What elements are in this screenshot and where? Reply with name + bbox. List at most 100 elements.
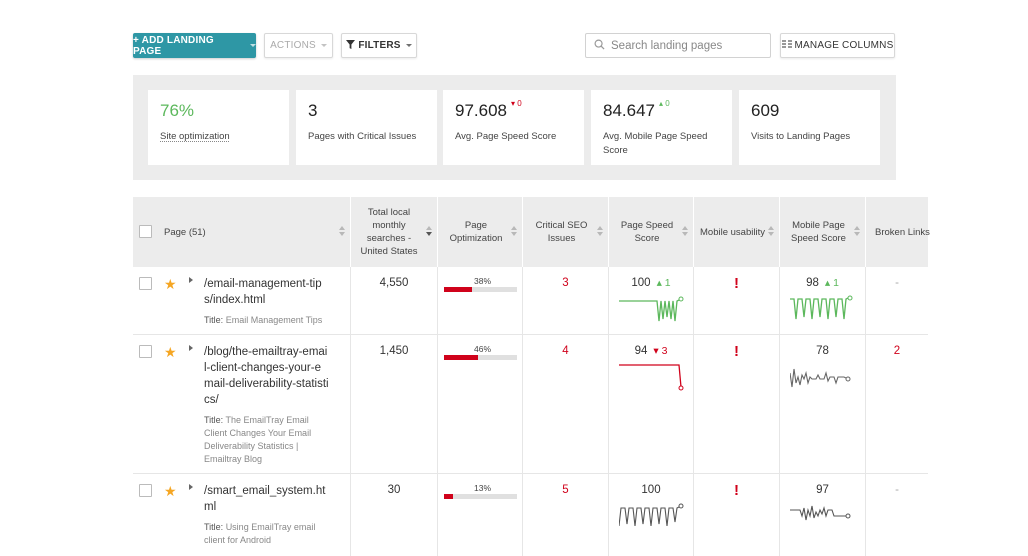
stat-label: Avg. Page Speed Score [455, 131, 557, 142]
row-checkbox[interactable] [139, 484, 152, 497]
mobile-cell: ! [694, 335, 780, 473]
page-url[interactable]: /blog/the-emailtray-email-client-changes… [204, 346, 329, 464]
optimization-progress: 46% [444, 344, 517, 360]
search-icon [594, 37, 605, 55]
column-header-optimization[interactable]: Page Optimization [438, 197, 523, 267]
select-all-checkbox[interactable] [139, 225, 152, 238]
page-url[interactable]: /email-management-tips/index.html Title:… [204, 276, 329, 327]
mobile-usability-alert-icon[interactable]: ! [734, 275, 739, 292]
column-header-mobile-speed[interactable]: Mobile Page Speed Score [780, 197, 866, 267]
column-header-speed[interactable]: Page Speed Score [609, 197, 694, 267]
page-cell: ★ /email-management-tips/index.html Titl… [133, 267, 351, 334]
column-header-searches[interactable]: Total local monthly searches - United St… [351, 197, 438, 267]
stat-value: 84.647 ▴ 0 [603, 99, 670, 120]
sort-icon [854, 226, 861, 238]
column-header-page[interactable]: Page (51) [133, 197, 351, 267]
column-header-broken[interactable]: Broken Links [875, 226, 930, 238]
mobile-usability-alert-icon[interactable]: ! [734, 482, 739, 499]
manage-columns-label: MANAGE COLUMNS [794, 40, 894, 51]
progress-fill [444, 287, 472, 292]
sort-icon [339, 226, 346, 238]
add-landing-page-label: + ADD LANDING PAGE [133, 34, 214, 57]
mobile-speed-sparkline [790, 368, 851, 388]
filters-button[interactable]: FILTERS [341, 33, 417, 58]
searches-cell: 1,450 [351, 335, 438, 473]
progress-fill [444, 355, 478, 360]
table-row[interactable]: ★ /email-management-tips/index.html Titl… [133, 267, 928, 335]
actions-button[interactable]: ACTIONS [264, 33, 333, 58]
stat-label: Pages with Critical Issues [308, 131, 417, 142]
stat-card-visits: 609 Visits to Landing Pages [739, 90, 880, 165]
star-icon[interactable]: ★ [164, 276, 177, 292]
chevron-down-icon [405, 44, 412, 47]
row-checkbox[interactable] [139, 277, 152, 290]
mobile-speed-cell: 78 [780, 335, 866, 473]
mobile-speed-cell: 98 ▴ 1 [780, 267, 866, 334]
search-box[interactable] [585, 33, 771, 58]
page-url[interactable]: /smart_email_system.html Title: Using Em… [204, 483, 329, 547]
stat-card-mobile-speed: 84.647 ▴ 0 Avg. Mobile Page Speed Score [591, 90, 732, 165]
speed-cell: 100 ▴ 1 [609, 267, 694, 334]
mobile-speed-sparkline [790, 505, 851, 521]
row-checkbox[interactable] [139, 345, 152, 358]
manage-columns-button[interactable]: MANAGE COLUMNS [780, 33, 895, 58]
mobile-cell: ! [694, 267, 780, 334]
sort-icon [682, 226, 689, 238]
mobile-speed-sparkline [790, 295, 853, 320]
mobile-usability-alert-icon[interactable]: ! [734, 343, 739, 360]
stat-card-site-optimization: 76% Site optimization [148, 90, 289, 165]
progress-fill [444, 494, 454, 499]
stat-value: 3 [308, 101, 318, 120]
sort-icon [597, 226, 604, 238]
speed-sparkline [619, 503, 684, 527]
speed-sparkline [619, 296, 684, 322]
actions-label: ACTIONS [270, 40, 316, 51]
page-title: Title: The EmailTray Email Client Change… [204, 415, 312, 464]
page-title: Title: Using EmailTray email client for … [204, 522, 316, 545]
stats-panel: 76% Site optimization 3 Pages with Criti… [133, 75, 896, 180]
sort-icon [511, 226, 518, 238]
expand-icon[interactable] [189, 277, 193, 283]
speed-sparkline [619, 364, 684, 391]
search-input[interactable] [611, 39, 761, 52]
page-cell: ★ /blog/the-emailtray-email-client-chang… [133, 335, 351, 473]
chevron-down-icon [320, 44, 327, 47]
stat-card-page-speed: 97.608 ▾ 0 Avg. Page Speed Score [443, 90, 584, 165]
stat-value: 609 [751, 101, 780, 120]
expand-icon[interactable] [189, 484, 193, 490]
score-delta: ▴ 1 [656, 277, 671, 289]
stat-label: Visits to Landing Pages [751, 131, 851, 142]
optimization-cell: 46% [438, 335, 523, 473]
table-row[interactable]: ★ /blog/the-emailtray-email-client-chang… [133, 335, 928, 474]
stat-delta: ▾ 0 [511, 99, 522, 108]
optimization-cell: 38% [438, 267, 523, 334]
broken-cell: - [895, 484, 899, 496]
column-header-mobile[interactable]: Mobile usability [694, 197, 780, 267]
critical-cell: 5 [523, 474, 609, 556]
expand-icon[interactable] [189, 345, 193, 351]
critical-cell: 3 [523, 267, 609, 334]
mobile-cell: ! [694, 474, 780, 556]
score-delta: ▴ 1 [824, 277, 839, 289]
chevron-down-icon [250, 44, 256, 47]
stat-label[interactable]: Site optimization [160, 131, 230, 142]
mobile-speed-cell: 97 [780, 474, 866, 556]
columns-icon [781, 40, 792, 51]
page-cell: ★ /smart_email_system.html Title: Using … [133, 474, 351, 556]
sort-icon [768, 226, 775, 238]
stat-value: 76% [160, 101, 195, 120]
sort-icon [426, 226, 433, 238]
searches-cell: 30 [351, 474, 438, 556]
filters-label: FILTERS [358, 40, 401, 51]
stat-label: Avg. Mobile Page Speed Score [603, 131, 708, 156]
speed-cell: 94 ▾ 3 [609, 335, 694, 473]
critical-cell: 4 [523, 335, 609, 473]
stat-delta: ▴ 0 [659, 99, 670, 108]
add-landing-page-button[interactable]: + ADD LANDING PAGE [133, 33, 256, 58]
star-icon[interactable]: ★ [164, 483, 177, 499]
table-row[interactable]: ★ /smart_email_system.html Title: Using … [133, 474, 928, 556]
optimization-cell: 13% [438, 474, 523, 556]
filter-icon [346, 39, 356, 52]
star-icon[interactable]: ★ [164, 344, 177, 360]
column-header-critical[interactable]: Critical SEO Issues [523, 197, 609, 267]
